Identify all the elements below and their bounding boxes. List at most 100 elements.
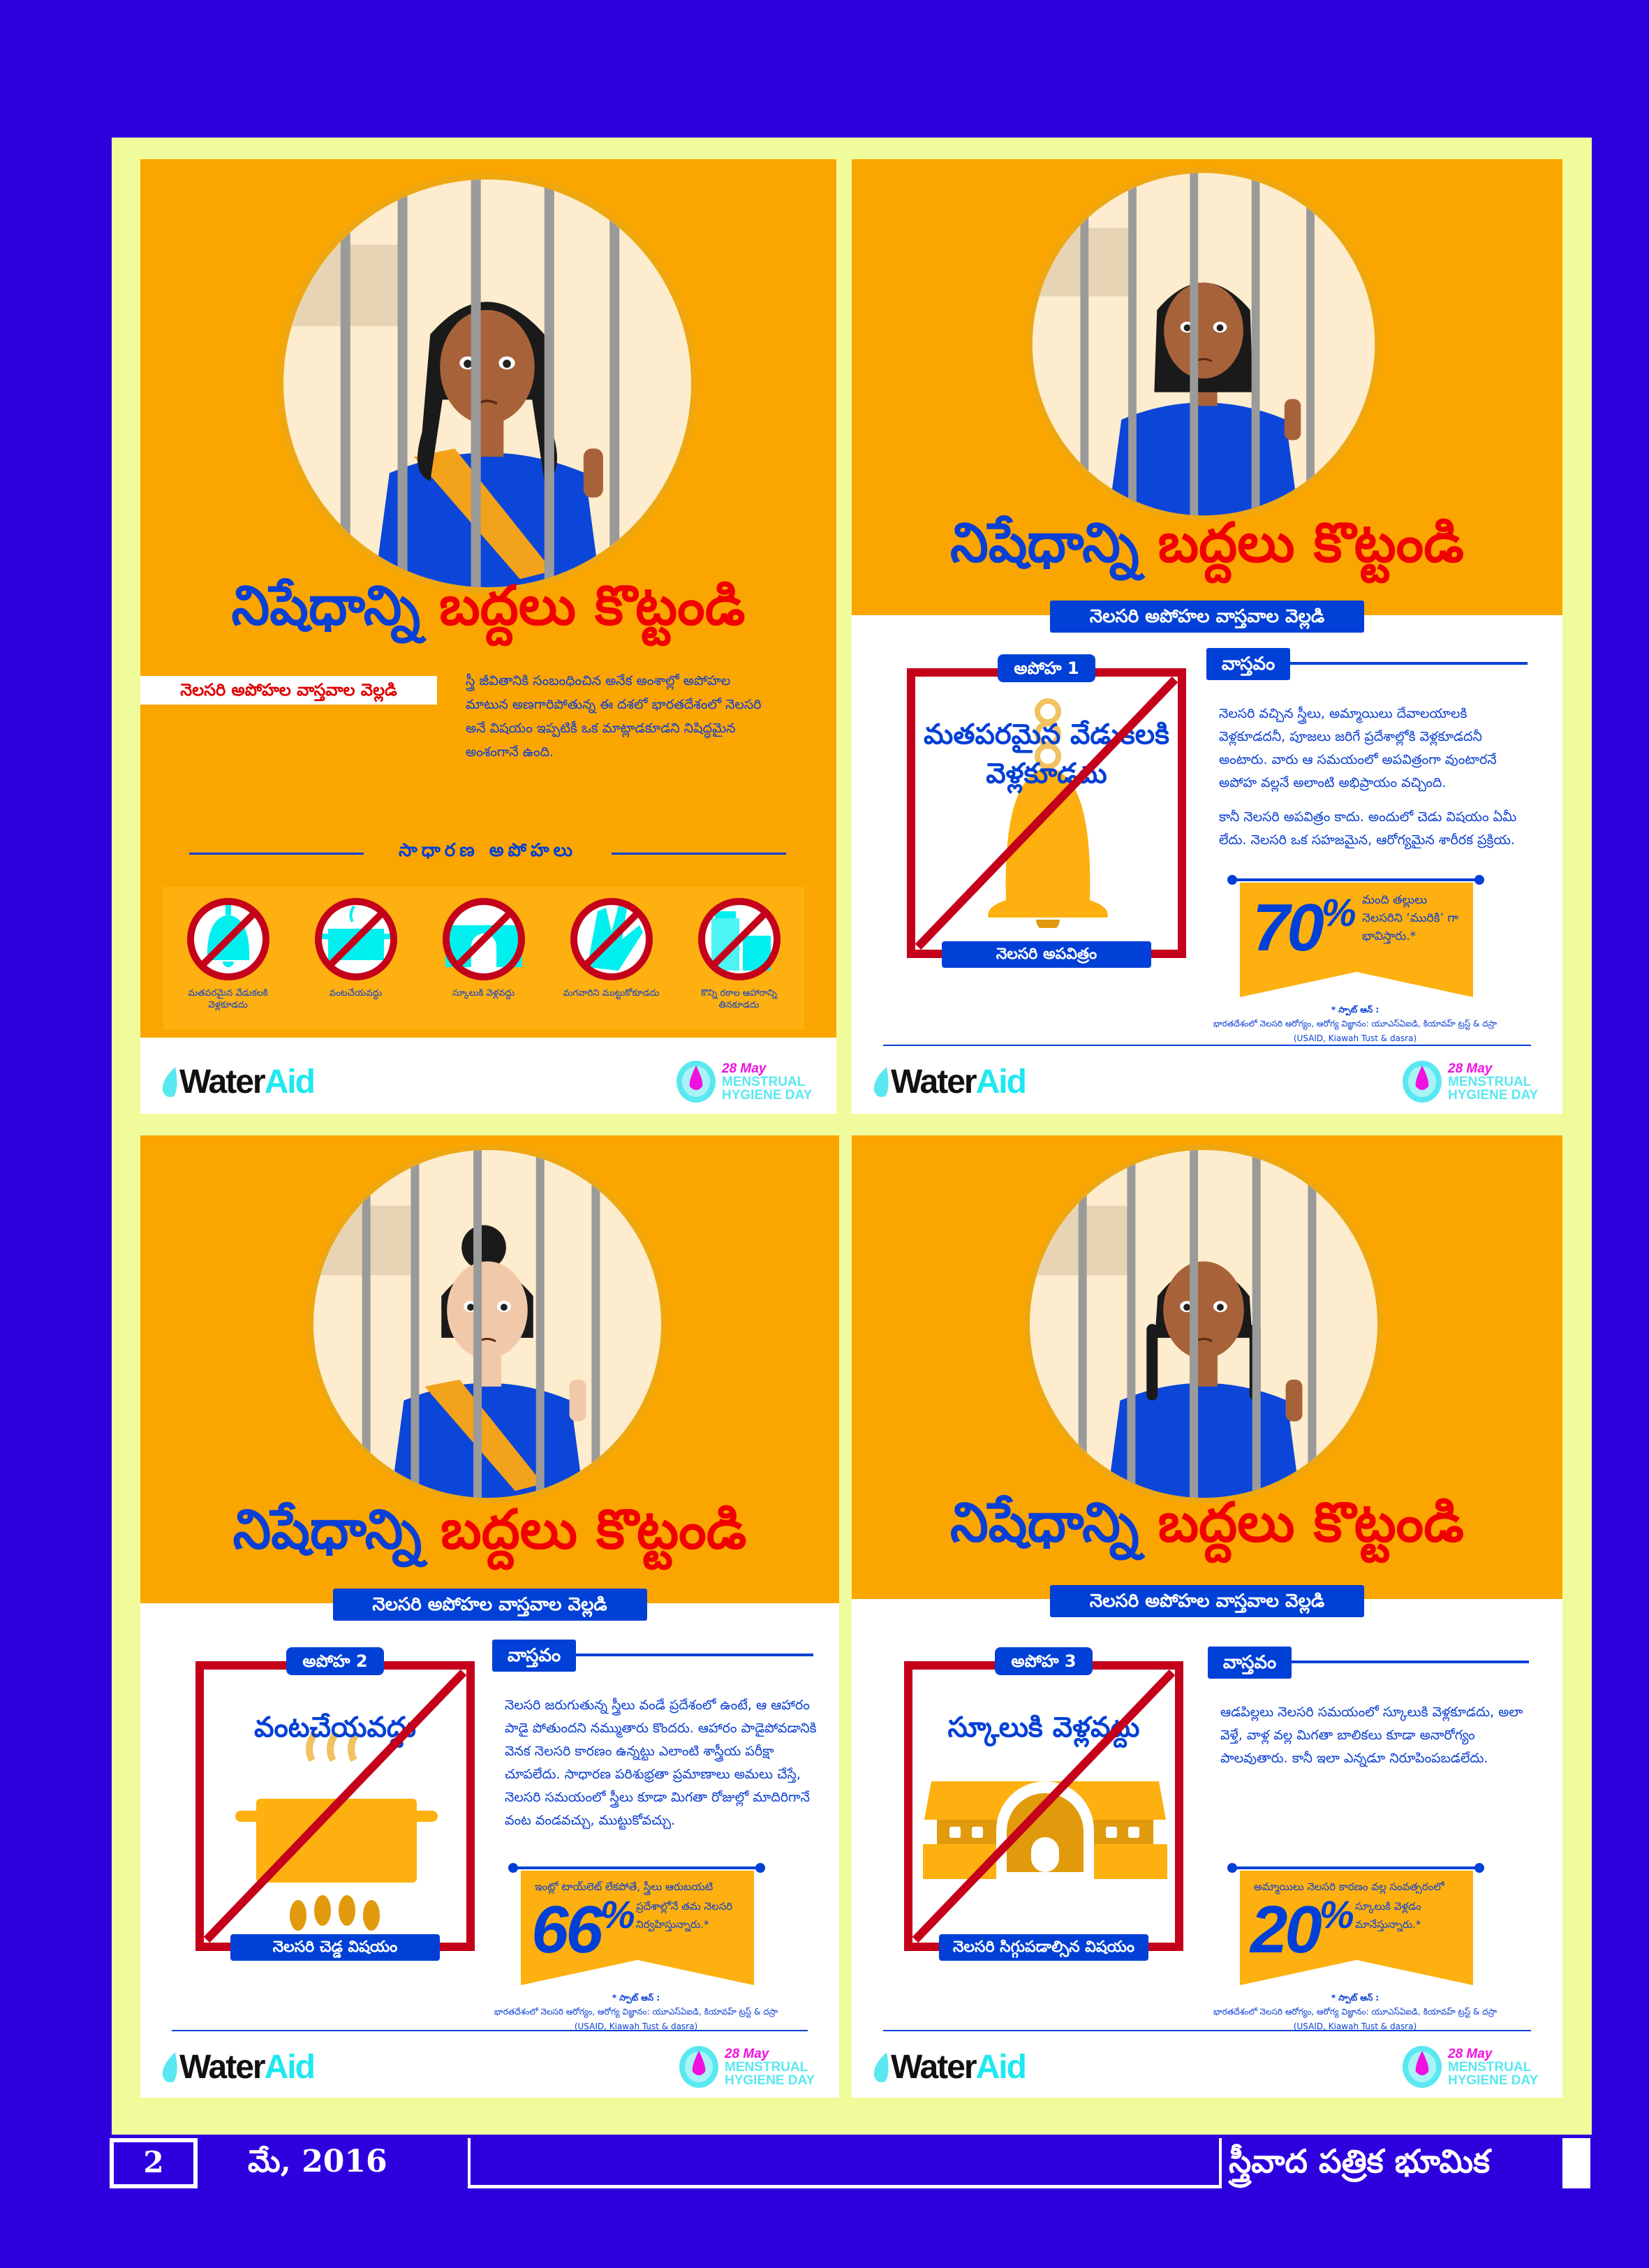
wateraid-logo-part1: Water [891,2049,977,2086]
myth-caption: నెలసరి అపవిత్రం [942,941,1151,968]
rule-endpoint [508,1863,518,1873]
fact-heading-rule [1290,662,1528,665]
girl-figure [1106,1261,1303,1498]
mhd-line2: HYGIENE DAY [722,1087,813,1103]
footer-marker [1562,2138,1590,2188]
stat-ribbon: అమ్మాయిలు నెలసరి కారణం వల్ల సంవత్సరంలో 20… [1240,1871,1473,1985]
drop-badge-icon [676,1061,716,1103]
divider-line [612,853,786,855]
fact-heading: వాస్తవం [492,1640,576,1672]
myth-box: వంటచేయవద్దు అపోహ 2 నెలసరి చెడ్డ విషయం [195,1647,475,1961]
common-myth-label: వంటచేయవద్దు [329,988,383,999]
cross-out-slash [912,1670,1175,1943]
mhd-date: 28 May [1448,1061,1493,1076]
poster-panel: నిషేధాన్ని బద్దలు కొట్టండి నెలసరి అపోహల వ… [852,159,1562,1114]
stat-rule [508,1863,765,1873]
footer-rule [883,1045,1531,1046]
bell-icon [186,898,269,980]
rule-endpoint [755,1863,765,1873]
jail-bar [544,179,554,587]
myth-caption: నెలసరి చెడ్డ విషయం [230,1934,440,1961]
page-number: 2 [110,2138,198,2188]
girl-behind-bars-illustration [1026,167,1381,522]
mhd-line1: MENSTRUAL [722,1074,806,1089]
menstrual-hygiene-day-logo: 28 May MENSTRUAL HYGIENE DAY [1402,2045,1538,2089]
common-myths-strip: మతపరమైన వేడుకలకి వెళ్లకూడదు వంటచేయవద్దు స్… [163,887,804,1030]
title-part-break: బద్దలు కొట్టండి [441,1498,747,1561]
mhd-text-block: 28 May MENSTRUAL HYGIENE DAY [722,1062,812,1102]
page-footer: 2 మే, 2016 స్త్రీవాద పత్రిక భూమిక [0,2138,1649,2194]
footer-rule [172,2030,808,2031]
hand-icon [570,898,653,980]
jail-bar [609,179,620,587]
footer-rule [883,2030,1531,2031]
myth-caption: నెలసరి సిగ్గుపడాల్సిన విషయం [939,1934,1148,1961]
jail-bar [1252,1149,1261,1498]
girl-behind-bars-illustration [1023,1144,1384,1504]
jail-bar [397,179,408,587]
wateraid-logo-part2: Aid [264,1063,316,1100]
jail-bar [1127,1149,1136,1498]
school-icon [923,1781,1167,1879]
rule-endpoint [1474,875,1484,885]
mhd-text-block: 28 May MENSTRUAL HYGIENE DAY [725,2047,815,2087]
wateraid-logo: Water Aid [873,1063,1027,1101]
common-myth-label: మగవారిని ముట్టుకోకూడదు [563,988,660,999]
mhd-line2: HYGIENE DAY [725,2072,815,2088]
mhd-line2: HYGIENE DAY [1448,2072,1539,2088]
mhd-date: 28 May [725,2046,769,2061]
cross-out-slash [204,1670,466,1943]
fact-heading: వాస్తవం [1206,648,1290,680]
stat-ribbon: 70% మంది తల్లులు నెలసరిని ‘మురికి’ గా భావ… [1240,883,1473,997]
wateraid-logo: Water Aid [161,2048,316,2086]
wateraid-logo-part1: Water [891,1063,977,1100]
rule-endpoint [1227,875,1237,885]
title-part-taboo: నిషేధాన్ని [950,1492,1139,1554]
mhd-line2: HYGIENE DAY [1448,1087,1539,1103]
myth-badge: అపోహ 2 [286,1647,384,1675]
stat-text-top: ఇంట్లో టాయ్‌లెట్ లేకపోతే, స్త్రీలు ఆరుబయ… [535,1880,713,1893]
wateraid-logo-part2: Aid [264,2049,316,2086]
stat-value: 70% [1252,890,1356,966]
girl-behind-bars-illustration [307,1144,667,1504]
stat-value: 66% [531,1892,635,1968]
jail-bar [362,1149,371,1498]
common-myth-label: మతపరమైన వేడుకలకి వెళ్లకూడదు [188,988,268,1010]
cross-out-slash [915,677,1178,950]
common-myth-item: మతపరమైన వేడుకలకి వెళ్లకూడదు [177,895,279,1011]
issue-date: మే, 2016 [248,2144,387,2179]
fact-paragraph: నెలసరి వచ్చిన స్త్రీలు, అమ్మాయిలు దేవాలయ… [1219,706,1497,790]
common-myths-heading-row: సాధారణ అపోహలు [189,840,786,868]
jail-bar [535,1149,545,1498]
stat-value: 20% [1250,1892,1354,1968]
source-label: * స్పాట్ ఆన్ : [1331,1993,1380,2003]
stat-unit: % [1319,1892,1354,1936]
wateraid-logo-part1: Water [179,1063,266,1100]
wateraid-logo-part2: Aid [975,2049,1027,2086]
drop-badge-icon [679,2046,718,2088]
jail-bar [1306,172,1315,516]
title-part-taboo: నిషేధాన్ని [231,575,420,638]
stat-unit: % [600,1892,635,1936]
stat-unit: % [1321,890,1356,934]
fact-text: నెలసరి జరుగుతున్న స్త్రీలు వండే ప్రదేశంల… [505,1694,819,1843]
wateraid-logo-part1: Water [179,2049,266,2086]
myth-box: స్కూలుకి వెళ్లవద్దు అపోహ 3 నెలసరి సిగ్గుపడ… [904,1647,1183,1961]
mhd-line1: MENSTRUAL [725,2059,808,2075]
menstrual-hygiene-day-logo: 28 May MENSTRUAL HYGIENE DAY [676,1060,812,1103]
stat-text-side: ప్రదేశాల్లోనే తమ నెలసరి నిర్వహిస్తున్నార… [636,1900,733,1931]
subtitle-banner: నెలసరి అపోహల వాస్తవాల వెల్లడి [332,1589,647,1621]
jail-bar [473,1149,482,1498]
common-myth-label: స్కూలుకి వెళ్లవద్దు [452,988,515,999]
common-myth-item: మగవారిని ముట్టుకోకూడదు [561,895,662,999]
subtitle-banner: నెలసరి అపోహల వాస్తవాల వెల్లడి [1050,1585,1364,1617]
wateraid-logo: Water Aid [873,2048,1027,2086]
intro-text: స్త్రీ జీవితానికి సంబంధించిన అనేక అంశాల్… [466,673,762,760]
jail-bar [1251,172,1260,516]
school-icon [442,898,525,980]
common-myth-item: వంటచేయవద్దు [305,895,406,999]
myth-badge: అపోహ 1 [998,654,1095,682]
poster-panel: నిషేధాన్ని బద్దలు కొట్టండి నెలసరి అపోహల వ… [852,1135,1562,2098]
fact-paragraph: ఆడపిల్లలు నెలసరి సమయంలో స్కూలుకి వెళ్లకూ… [1220,1704,1523,1766]
fact-text: ఆడపిల్లలు నెలసరి సమయంలో స్కూలుకి వెళ్లకూ… [1220,1701,1535,1781]
